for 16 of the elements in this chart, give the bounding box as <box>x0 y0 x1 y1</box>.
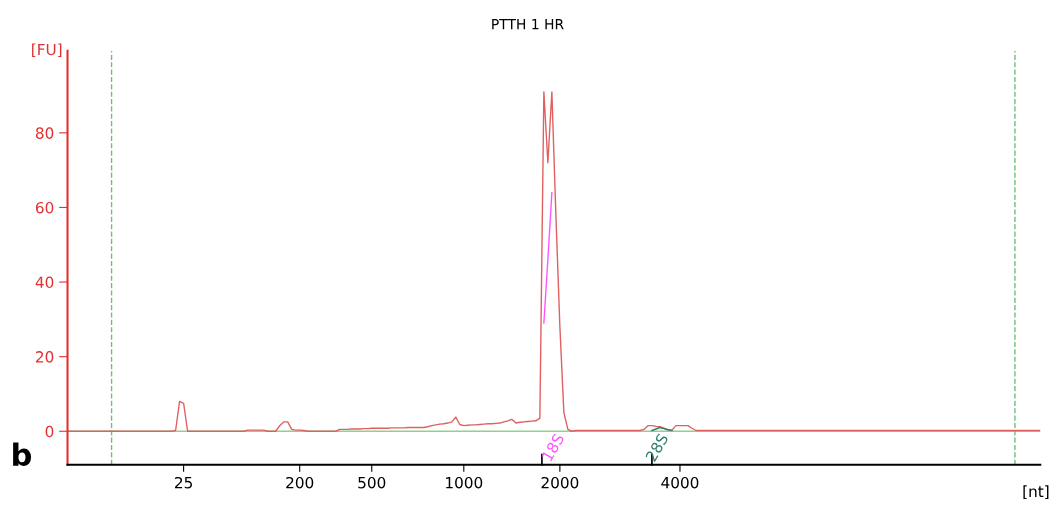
y-tick-label: 60 <box>35 201 54 214</box>
text: b <box>13 442 32 467</box>
y-tick-label: 40 <box>35 276 54 289</box>
y-tick-label: 80 <box>35 127 54 139</box>
x-tick-label: 1000 <box>446 476 483 489</box>
x-tick-label: 500 <box>358 476 386 489</box>
y-axis-title: [FU] <box>32 43 62 58</box>
x-tick-label: 25 <box>175 476 192 489</box>
x-axis-title: [nt] <box>1023 485 1049 499</box>
y-tick-label: 20 <box>36 351 54 363</box>
line-series <box>67 91 1041 432</box>
chart-title: PTTH 1 HR <box>492 19 564 30</box>
y-tick-label: 0 <box>45 425 54 438</box>
x-tick-label: 200 <box>286 476 314 489</box>
x-tick-label: 2000 <box>541 476 579 489</box>
x-tick-label: 4000 <box>661 476 699 489</box>
